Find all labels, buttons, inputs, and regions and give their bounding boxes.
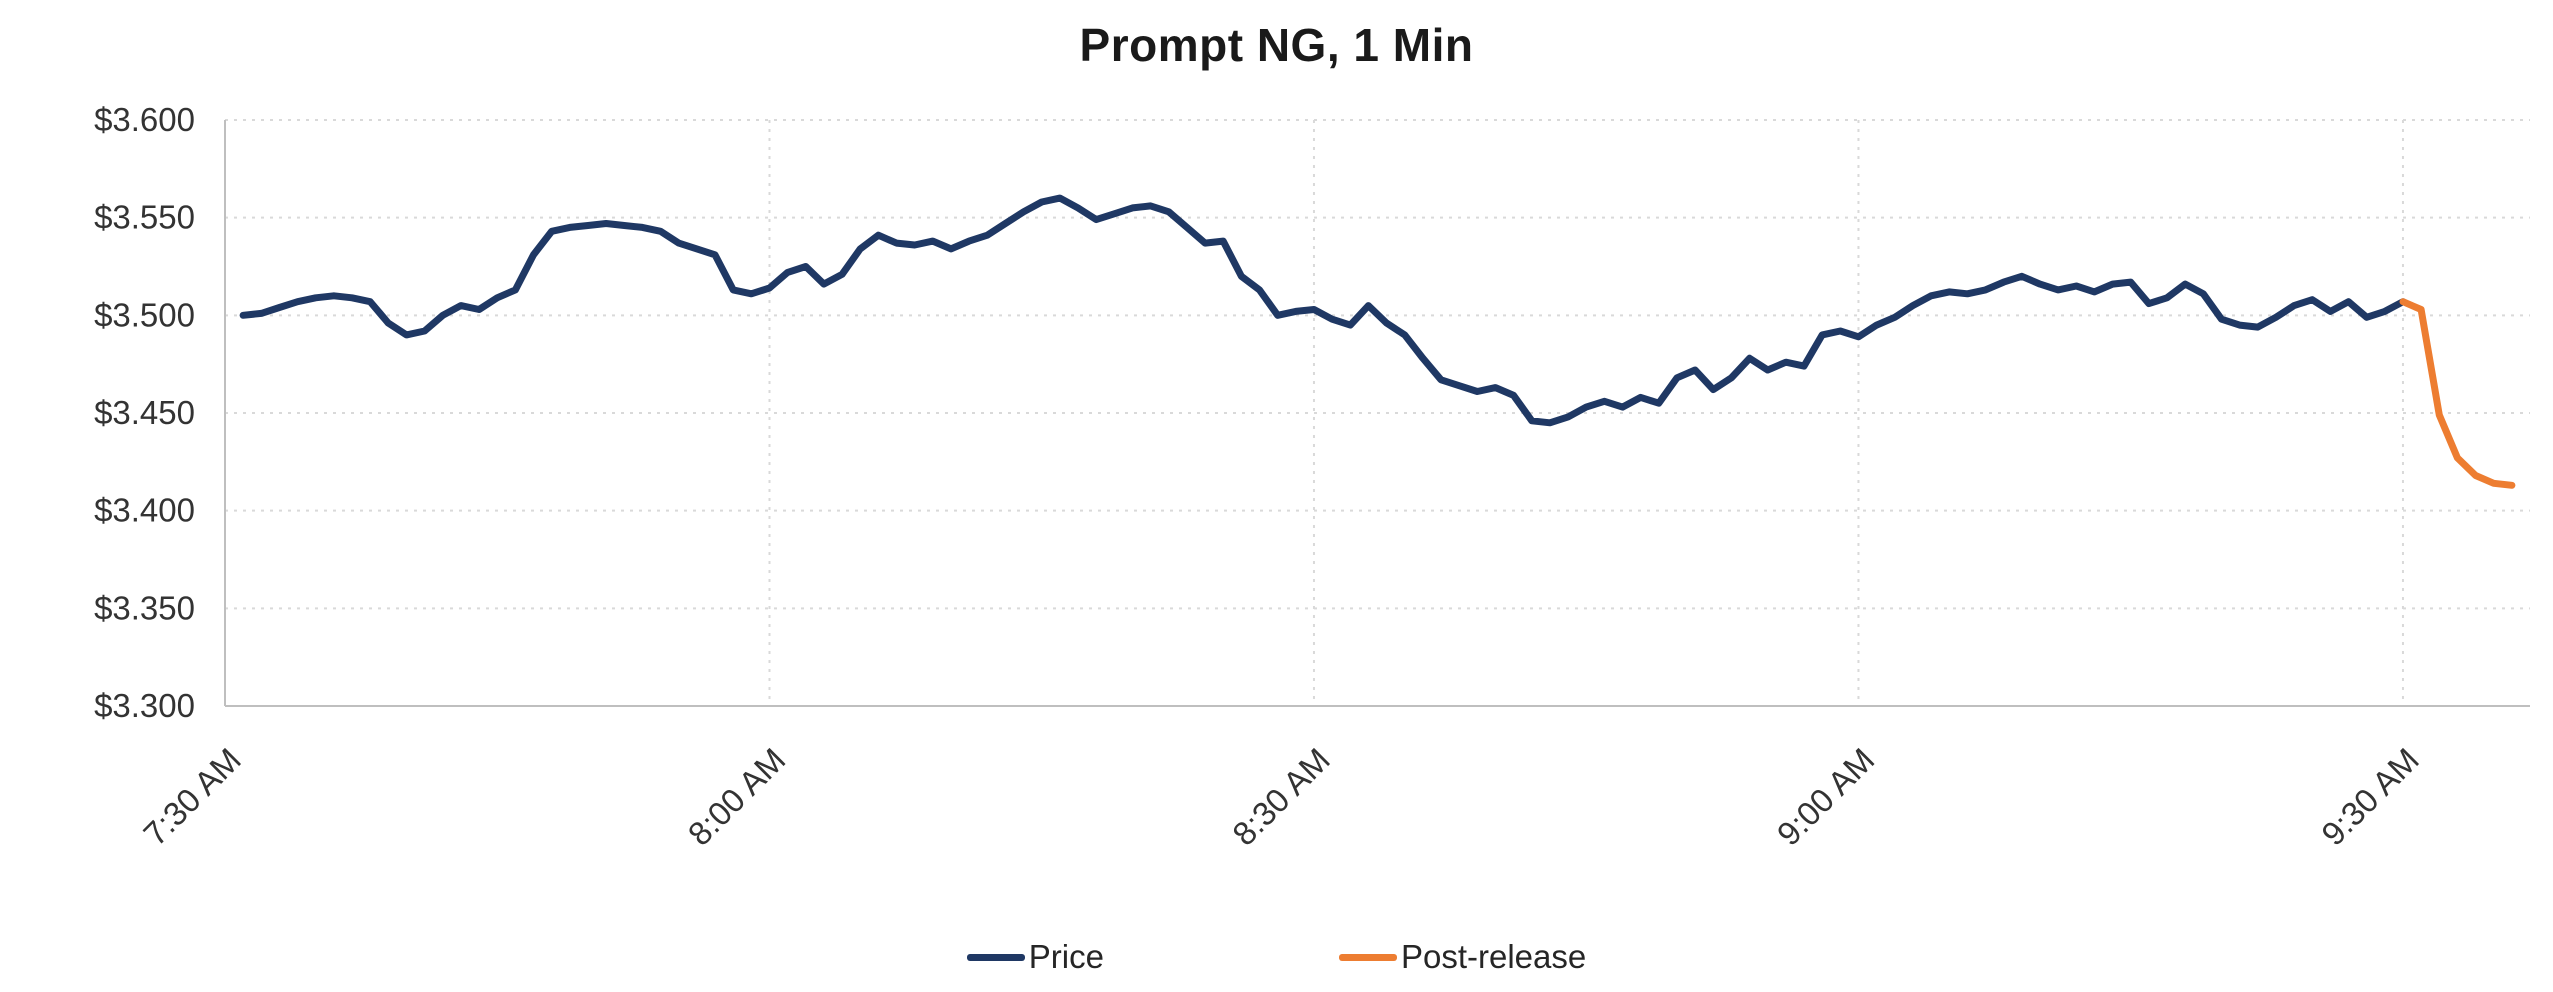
y-axis-label: $3.500 bbox=[94, 296, 195, 333]
price-line bbox=[239, 194, 2407, 427]
legend-item-price: Price bbox=[966, 938, 1104, 976]
x-axis-label: 9:30 AM bbox=[2314, 741, 2426, 853]
y-axis-label: $3.350 bbox=[94, 589, 195, 626]
y-axis-label: $3.550 bbox=[94, 199, 195, 236]
y-axis-label: $3.400 bbox=[94, 492, 195, 529]
x-axis-label: 8:30 AM bbox=[1225, 741, 1337, 853]
post-release-line bbox=[2399, 298, 2516, 489]
y-axis-label: $3.600 bbox=[94, 101, 195, 138]
price-line-swatch-icon bbox=[966, 953, 1025, 961]
legend-label-price: Price bbox=[1028, 938, 1104, 975]
x-axis-label: 7:30 AM bbox=[136, 741, 248, 853]
legend-label-post-release: Post-release bbox=[1400, 938, 1587, 975]
y-axis-label: $3.450 bbox=[94, 394, 195, 431]
chart-title: Prompt NG, 1 Min bbox=[1079, 19, 1474, 71]
x-axis-label: 8:00 AM bbox=[681, 741, 793, 853]
x-axis-label: 9:00 AM bbox=[1770, 741, 1882, 853]
post-release-line-swatch-icon bbox=[1338, 953, 1397, 961]
legend-item-post-release: Post-release bbox=[1338, 938, 1587, 976]
chart-legend: Price Post-release bbox=[0, 938, 2553, 976]
y-axis-label: $3.300 bbox=[94, 687, 195, 724]
